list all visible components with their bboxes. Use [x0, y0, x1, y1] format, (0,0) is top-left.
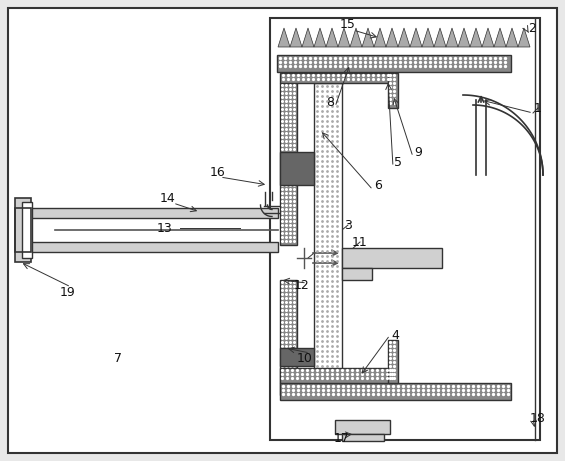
Bar [388, 73, 398, 108]
Text: 2: 2 [528, 22, 536, 35]
Text: 10: 10 [297, 351, 313, 365]
Polygon shape [338, 28, 350, 47]
Bar [388, 340, 398, 383]
Bar [22, 242, 278, 252]
Polygon shape [374, 28, 386, 47]
Polygon shape [326, 28, 338, 47]
Polygon shape [290, 28, 302, 47]
Text: 4: 4 [391, 329, 399, 342]
Bar [22, 202, 32, 258]
Polygon shape [422, 28, 434, 47]
Text: 17: 17 [334, 431, 350, 444]
Text: 11: 11 [352, 236, 368, 248]
Bar [280, 83, 297, 245]
Bar [22, 208, 278, 218]
Polygon shape [410, 28, 422, 47]
Text: 7: 7 [114, 351, 122, 365]
Text: 13: 13 [157, 221, 173, 235]
Bar [280, 348, 314, 366]
Bar [15, 208, 31, 252]
Text: 1: 1 [534, 101, 542, 114]
Polygon shape [314, 28, 326, 47]
Text: 3: 3 [344, 219, 352, 231]
Bar [342, 268, 372, 280]
Polygon shape [518, 28, 530, 47]
Bar [280, 152, 314, 185]
Bar [342, 248, 442, 268]
Bar [277, 55, 511, 72]
Polygon shape [350, 28, 362, 47]
Text: 5: 5 [394, 155, 402, 169]
Text: 19: 19 [60, 285, 76, 299]
Text: 18: 18 [530, 412, 546, 425]
Polygon shape [458, 28, 470, 47]
Bar [335, 420, 390, 434]
Text: 9: 9 [414, 146, 422, 159]
Polygon shape [278, 28, 290, 47]
Polygon shape [362, 28, 374, 47]
Bar [280, 280, 297, 395]
Bar [280, 368, 395, 383]
Text: 6: 6 [374, 178, 382, 191]
Polygon shape [398, 28, 410, 47]
Bar [15, 198, 31, 262]
Bar [280, 73, 395, 83]
Text: 16: 16 [210, 165, 226, 178]
Bar [270, 18, 540, 440]
Text: 8: 8 [326, 95, 334, 108]
Polygon shape [434, 28, 446, 47]
Bar [280, 383, 511, 400]
Polygon shape [302, 28, 314, 47]
Polygon shape [386, 28, 398, 47]
Text: 12: 12 [294, 278, 310, 291]
Polygon shape [446, 28, 458, 47]
Polygon shape [470, 28, 482, 47]
Polygon shape [494, 28, 506, 47]
Bar [314, 83, 342, 390]
Polygon shape [482, 28, 494, 47]
Text: 15: 15 [340, 18, 356, 31]
Text: 14: 14 [160, 191, 176, 205]
Bar [342, 434, 384, 441]
Polygon shape [506, 28, 518, 47]
